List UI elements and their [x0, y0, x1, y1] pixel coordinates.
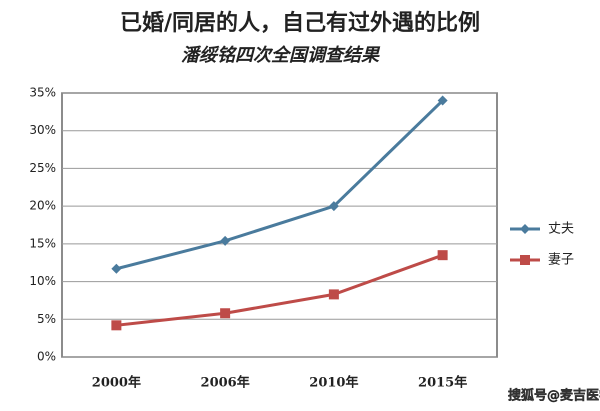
data-point	[328, 201, 339, 212]
y-tick-label: 5%	[37, 312, 56, 326]
y-tick-label: 20%	[29, 199, 56, 213]
legend-label: 丈夫	[548, 222, 574, 237]
x-tick-label: 2006年	[201, 375, 250, 391]
data-point	[437, 250, 448, 261]
legend-marker	[520, 224, 530, 234]
legend-marker	[520, 255, 530, 265]
x-tick-label: 2010年	[309, 375, 358, 391]
y-tick-label: 25%	[29, 161, 56, 175]
data-point	[220, 308, 231, 319]
x-tick-label: 2015年	[418, 375, 467, 391]
y-tick-label: 10%	[29, 274, 56, 288]
chart-subtitle: 潘绥铭四次全国调查结果	[181, 45, 381, 66]
data-point	[111, 320, 122, 331]
x-tick-label: 2000年	[92, 375, 141, 391]
series-line	[116, 253, 444, 327]
y-tick-label: 15%	[29, 236, 56, 250]
series-line	[116, 99, 444, 271]
data-point	[328, 289, 339, 300]
y-tick-label: 30%	[29, 123, 56, 137]
data-point	[437, 95, 448, 106]
y-tick-label: 35%	[29, 86, 56, 100]
legend-label: 妻子	[548, 253, 574, 268]
data-point	[111, 263, 122, 274]
watermark: 搜狐号@麦吉医学	[508, 388, 600, 404]
data-point	[220, 235, 231, 246]
y-tick-label: 0%	[37, 350, 56, 364]
chart-title: 已婚/同居的人，自己有过外遇的比例	[120, 10, 480, 36]
